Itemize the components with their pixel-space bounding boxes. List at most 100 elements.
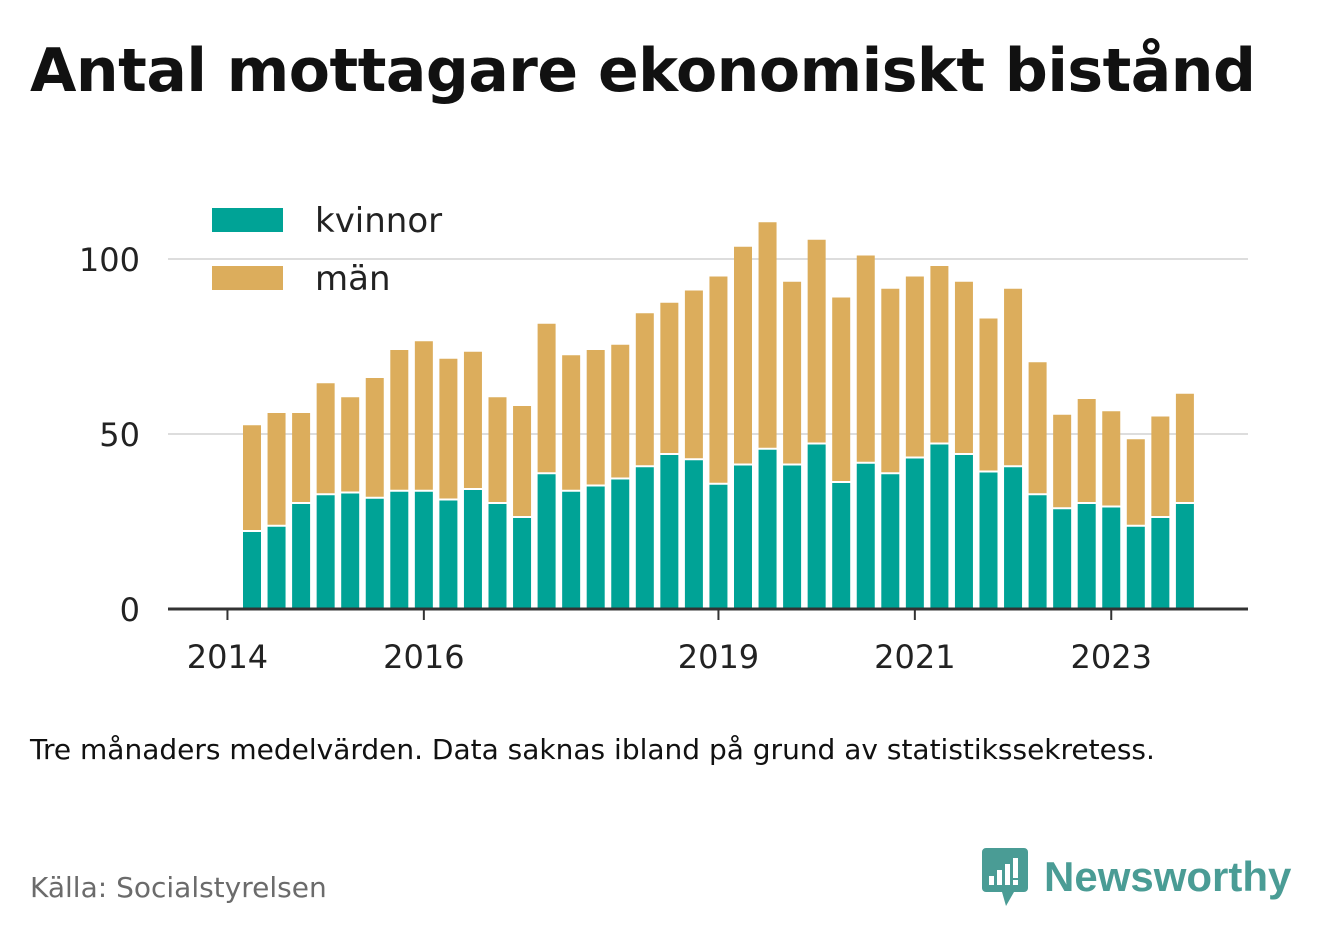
bar-man-2016Q1: [414, 341, 433, 490]
bar-man-2018Q2: [635, 313, 654, 466]
bar-man-2020Q2: [832, 297, 851, 481]
bar-kvinnor-2018Q3: [660, 455, 679, 609]
bar-man-2020Q4: [881, 288, 900, 473]
bar-man-2023Q2: [1126, 439, 1145, 525]
x-tick-label-2016: 2016: [383, 638, 464, 676]
bar-kvinnor-2023Q4: [1175, 504, 1194, 609]
chart-title: Antal mottagare ekonomiskt bistånd: [30, 36, 1256, 106]
bar-man-2022Q3: [1053, 414, 1072, 508]
bar-kvinnor-2020Q4: [881, 474, 900, 609]
bar-man-2014Q3: [267, 413, 286, 525]
x-tick-label-2023: 2023: [1071, 638, 1152, 676]
bar-kvinnor-2016Q2: [439, 500, 458, 609]
bar-man-2020Q1: [807, 239, 826, 443]
bar-man-2021Q4: [979, 318, 998, 471]
bar-man-2017Q1: [513, 406, 532, 516]
bar-kvinnor-2019Q4: [783, 465, 802, 609]
bar-man-2023Q1: [1102, 411, 1121, 506]
bar-man-2019Q3: [758, 222, 777, 448]
bar-kvinnor-2020Q3: [856, 463, 875, 609]
bar-man-2019Q2: [734, 246, 752, 464]
y-tick-label-100: 100: [79, 241, 140, 279]
bar-man-2018Q4: [684, 290, 703, 459]
bar-kvinnor-2017Q1: [513, 518, 532, 609]
bar-man-2014Q2: [243, 425, 261, 530]
bar-kvinnor-2022Q2: [1028, 495, 1047, 609]
bar-man-2015Q2: [341, 397, 360, 492]
x-tick-label-2021: 2021: [874, 638, 955, 676]
bar-man-2016Q3: [463, 351, 482, 488]
x-axis-ticks: 2014 2016 2019 2021 2023: [187, 609, 1152, 676]
newsworthy-logo-text: Newsworthy: [1044, 853, 1292, 900]
bar-man-2022Q2: [1028, 362, 1047, 494]
bar-kvinnor-2014Q3: [267, 526, 286, 609]
bar-man-2016Q4: [488, 397, 507, 502]
bar-kvinnor-2020Q1: [807, 444, 826, 609]
newsworthy-logo: Newsworthy: [980, 846, 1291, 908]
bar-man-2015Q4: [390, 350, 409, 490]
bar-kvinnor-2023Q1: [1102, 507, 1121, 609]
chart-note: Tre månaders medelvärden. Data saknas ib…: [30, 733, 1155, 766]
bar-kvinnor-2016Q1: [414, 491, 433, 609]
bar-kvinnor-2019Q3: [758, 449, 777, 609]
bar-kvinnor-2022Q3: [1053, 509, 1072, 609]
source-text: Källa: Socialstyrelsen: [30, 871, 327, 904]
bar-man-2020Q3: [856, 255, 875, 462]
bar-kvinnor-2014Q2: [243, 532, 261, 609]
bar-kvinnor-2022Q4: [1077, 504, 1096, 609]
bar-kvinnor-2014Q4: [292, 504, 311, 609]
legend-label-man: män: [315, 259, 391, 299]
legend: kvinnor män: [212, 201, 442, 299]
bar-man-2021Q2: [930, 266, 949, 443]
bar-man-2017Q2: [537, 323, 556, 473]
bar-kvinnor-2020Q2: [832, 483, 851, 609]
bar-kvinnor-2017Q4: [586, 486, 605, 609]
bar-kvinnor-2015Q1: [316, 495, 335, 609]
bar-man-2016Q2: [439, 358, 458, 499]
bar-man-2015Q1: [316, 383, 335, 494]
x-tick-label-2019: 2019: [678, 638, 759, 676]
bar-man-2023Q4: [1175, 393, 1194, 502]
x-tick-label-2014: 2014: [187, 638, 268, 676]
bar-kvinnor-2018Q1: [611, 479, 630, 609]
bar-kvinnor-2021Q2: [930, 444, 949, 609]
bar-kvinnor-2021Q4: [979, 472, 998, 609]
bar-man-2019Q1: [709, 276, 728, 483]
legend-swatch-kvinnor: [212, 208, 283, 232]
bar-kvinnor-2019Q1: [709, 484, 728, 609]
bar-kvinnor-2023Q2: [1126, 526, 1145, 609]
bar-kvinnor-2021Q3: [954, 455, 973, 609]
bar-man-2018Q3: [660, 302, 679, 453]
bar-man-2022Q1: [1004, 288, 1023, 466]
y-tick-label-0: 0: [120, 591, 140, 629]
bar-kvinnor-2018Q4: [684, 460, 703, 609]
stacked-bar-chart: 0 50 100 2014 2016 2019 2021 2023 kvinnor män: [79, 201, 1248, 676]
bar-man-2023Q3: [1151, 416, 1170, 516]
bar-man-2021Q1: [905, 276, 924, 457]
bar-kvinnor-2015Q3: [365, 498, 384, 609]
legend-label-kvinnor: kvinnor: [315, 201, 442, 241]
bar-kvinnor-2015Q2: [341, 493, 360, 609]
bar-kvinnor-2016Q3: [463, 490, 482, 609]
y-tick-label-50: 50: [99, 416, 140, 454]
bar-man-2018Q1: [611, 344, 630, 478]
bar-man-2019Q4: [783, 281, 802, 464]
bar-kvinnor-2016Q4: [488, 504, 507, 609]
bar-man-2015Q3: [365, 378, 384, 497]
bar-kvinnor-2017Q3: [562, 491, 581, 609]
bar-kvinnor-2019Q2: [734, 465, 752, 609]
newsworthy-logo-icon: [982, 848, 1028, 906]
bars: [243, 222, 1194, 609]
bar-kvinnor-2017Q2: [537, 474, 556, 609]
y-axis-tick-labels: 0 50 100: [79, 241, 140, 629]
bar-man-2021Q3: [954, 281, 973, 453]
bar-man-2017Q3: [562, 355, 581, 490]
bar-kvinnor-2021Q1: [905, 458, 924, 609]
bar-kvinnor-2018Q2: [635, 467, 654, 609]
bar-man-2022Q4: [1077, 399, 1096, 502]
bar-man-2017Q4: [586, 350, 605, 485]
legend-swatch-man: [212, 266, 283, 290]
bar-kvinnor-2015Q4: [390, 491, 409, 609]
bar-kvinnor-2022Q1: [1004, 467, 1023, 609]
bar-man-2014Q4: [292, 413, 311, 502]
